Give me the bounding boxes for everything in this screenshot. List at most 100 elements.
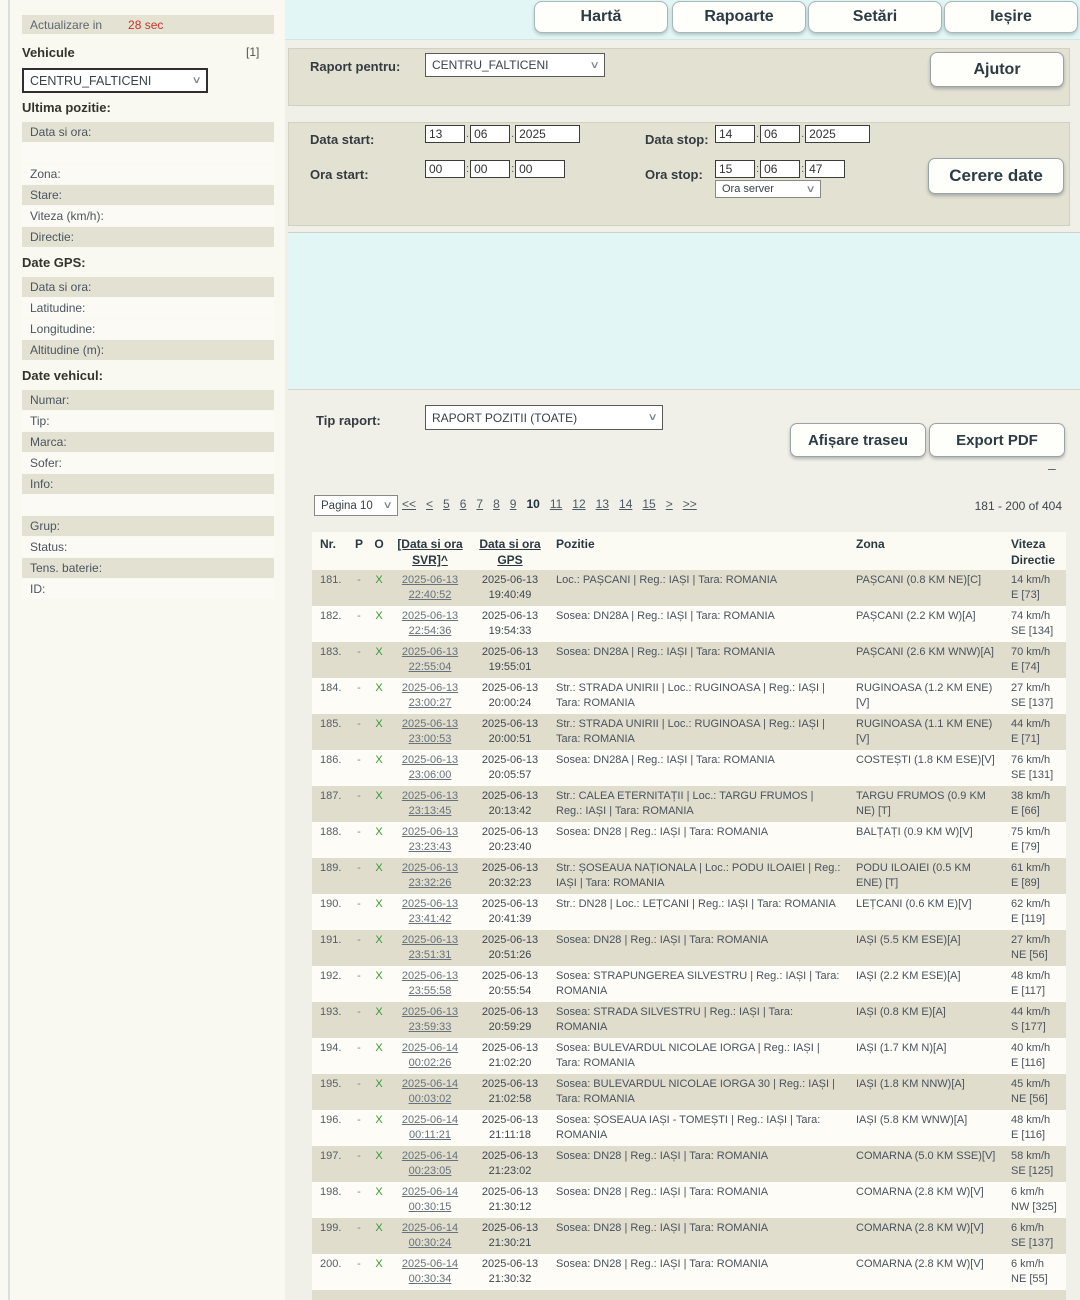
time-stop-minute[interactable] [760,160,801,178]
date-stop-day[interactable] [715,125,755,143]
svr-date-link[interactable]: 2025-06-13 [401,610,459,622]
svr-time-link[interactable]: 23:41:42 [408,913,452,925]
svr-date-link[interactable]: 2025-06-13 [401,826,459,838]
row-svr-datetime: 2025-06-13 23:51:31 [390,930,470,966]
svr-time-link[interactable]: 00:11:21 [408,1129,451,1141]
pagination-link[interactable]: 13 [595,497,610,511]
pagination-link[interactable]: > [665,497,673,511]
row-speed-direction: 27 km/h NE [56] [1005,930,1065,966]
svr-time-link[interactable]: 23:00:53 [408,733,452,745]
date-start-day[interactable] [425,125,465,143]
report-for-select[interactable]: CENTRU_FALTICENI ∨ [425,53,605,77]
svr-time-link[interactable]: 00:30:24 [408,1237,452,1249]
date-stop-year[interactable] [805,125,871,143]
time-stop-second[interactable] [805,160,846,178]
tab-setari[interactable]: Setări [808,1,942,33]
help-button[interactable]: Ajutor [930,52,1064,87]
row-speed-direction: 48 km/h E [116] [1005,1110,1065,1146]
row-number: 185. [320,718,342,730]
request-data-button[interactable]: Cerere date [928,158,1064,194]
date-start-year[interactable] [515,125,581,143]
row-speed: 75 km/h [1011,826,1051,838]
row-o-flag: X [375,1114,383,1126]
show-route-button[interactable]: Afișare traseu [790,423,926,457]
col-header-svr-sort[interactable]: [Data si ora SVR]^ [397,537,463,567]
row-o-flag: X [375,826,383,838]
vehicle-select[interactable]: CENTRU_FALTICENI ∨ [22,68,208,93]
report-type-select[interactable]: RAPORT POZITII (TOATE) ∨ [425,405,663,430]
pagination-link[interactable]: >> [682,497,697,511]
pagination-link[interactable]: < [426,497,434,511]
svr-date-link[interactable]: 2025-06-14 [401,1258,459,1270]
pagination-link[interactable]: 15 [642,497,656,511]
svr-time-link[interactable]: 00:23:05 [408,1165,452,1177]
svr-time-link[interactable]: 22:54:36 [408,625,452,637]
svr-time-link[interactable]: 23:51:31 [408,949,452,961]
row-speed-direction: 75 km/h E [79] [1005,822,1065,858]
time-reference-select[interactable]: Ora server ∨ [715,180,821,198]
svr-date-link[interactable]: 2025-06-14 [401,1114,459,1126]
pagination-link[interactable]: 6 [459,497,467,511]
svr-date-link[interactable]: 2025-06-13 [401,934,459,946]
svr-time-link[interactable]: 23:13:45 [408,805,452,817]
tab-iesire[interactable]: Ieșire [944,1,1078,33]
sidebar-section-title: Date vehicul: [22,368,103,383]
svr-time-link[interactable]: 00:30:15 [408,1201,452,1213]
report-for-select-value: CENTRU_FALTICENI [432,58,549,72]
report-for-label: Raport pentru: [310,59,401,74]
svr-date-link[interactable]: 2025-06-13 [401,754,459,766]
row-zone: BALȚAȚI (0.9 KM W)[V] [856,826,973,838]
tab-rapoarte[interactable]: Rapoarte [672,1,806,33]
svr-time-link[interactable]: 23:23:43 [408,841,452,853]
table-row: 196. - X 2025-06-14 00:11:21 2025-06-13 21:11:… [312,1110,1066,1146]
svr-time-link[interactable]: 22:55:04 [408,661,452,673]
svr-date-link[interactable]: 2025-06-13 [401,1006,459,1018]
svr-time-link[interactable]: 23:32:26 [408,877,452,889]
time-stop-hour[interactable] [715,160,755,178]
svr-date-link[interactable]: 2025-06-14 [401,1042,459,1054]
svr-date-link[interactable]: 2025-06-13 [401,790,459,802]
svr-time-link[interactable]: 00:03:02 [408,1093,452,1105]
pagination-link[interactable]: 11 [549,497,563,511]
row-speed-direction: 6 km/h SE [137] [1005,1218,1065,1254]
time-start-second[interactable] [515,160,566,178]
svr-time-link[interactable]: 23:00:27 [408,697,452,709]
tab-harta[interactable]: Hartă [534,1,668,33]
time-start-minute[interactable] [470,160,511,178]
row-speed: 44 km/h [1011,1006,1051,1018]
collapse-control[interactable]: – [1048,460,1056,476]
pagination-link[interactable]: 7 [476,497,484,511]
svr-date-link[interactable]: 2025-06-13 [401,898,459,910]
svr-date-link[interactable]: 2025-06-13 [401,970,459,982]
svr-date-link[interactable]: 2025-06-14 [401,1150,459,1162]
pagination-link[interactable]: 5 [443,497,450,511]
date-start-month[interactable] [470,125,511,143]
svr-date-link[interactable]: 2025-06-13 [401,574,459,586]
date-stop-month[interactable] [760,125,801,143]
pagination-link[interactable]: 9 [509,497,517,511]
svr-date-link[interactable]: 2025-06-14 [401,1078,459,1090]
svr-date-link[interactable]: 2025-06-13 [401,646,459,658]
time-start-hour[interactable] [425,160,465,178]
row-position: Str.: ȘOSEAUA NAȚIONALA | Loc.: PODU ILO… [556,862,841,889]
gps-time: 19:54:33 [488,625,532,637]
svr-time-link[interactable]: 22:40:52 [408,589,452,601]
svr-time-link[interactable]: 00:02:26 [408,1057,452,1069]
pagination-link[interactable]: 8 [493,497,500,511]
svr-date-link[interactable]: 2025-06-13 [401,718,459,730]
page-select[interactable]: Pagina 10 ∨ [314,495,398,516]
pagination-link[interactable]: 12 [572,497,586,511]
svr-date-link[interactable]: 2025-06-14 [401,1186,459,1198]
svr-time-link[interactable]: 23:55:58 [408,985,452,997]
svr-date-link[interactable]: 2025-06-14 [401,1222,459,1234]
svr-time-link[interactable]: 23:06:00 [408,769,452,781]
svr-time-link[interactable]: 23:59:33 [408,1021,452,1033]
col-header-gps-sort[interactable]: Data si ora GPS [479,537,541,567]
pagination-link[interactable]: 14 [619,497,633,511]
pagination-link[interactable]: << [402,497,417,511]
svr-date-link[interactable]: 2025-06-13 [401,862,459,874]
svr-date-link[interactable]: 2025-06-13 [401,682,459,694]
svr-time-link[interactable]: 00:30:34 [408,1273,452,1285]
time-separator: : [466,163,470,175]
export-pdf-button[interactable]: Export PDF [929,423,1065,457]
